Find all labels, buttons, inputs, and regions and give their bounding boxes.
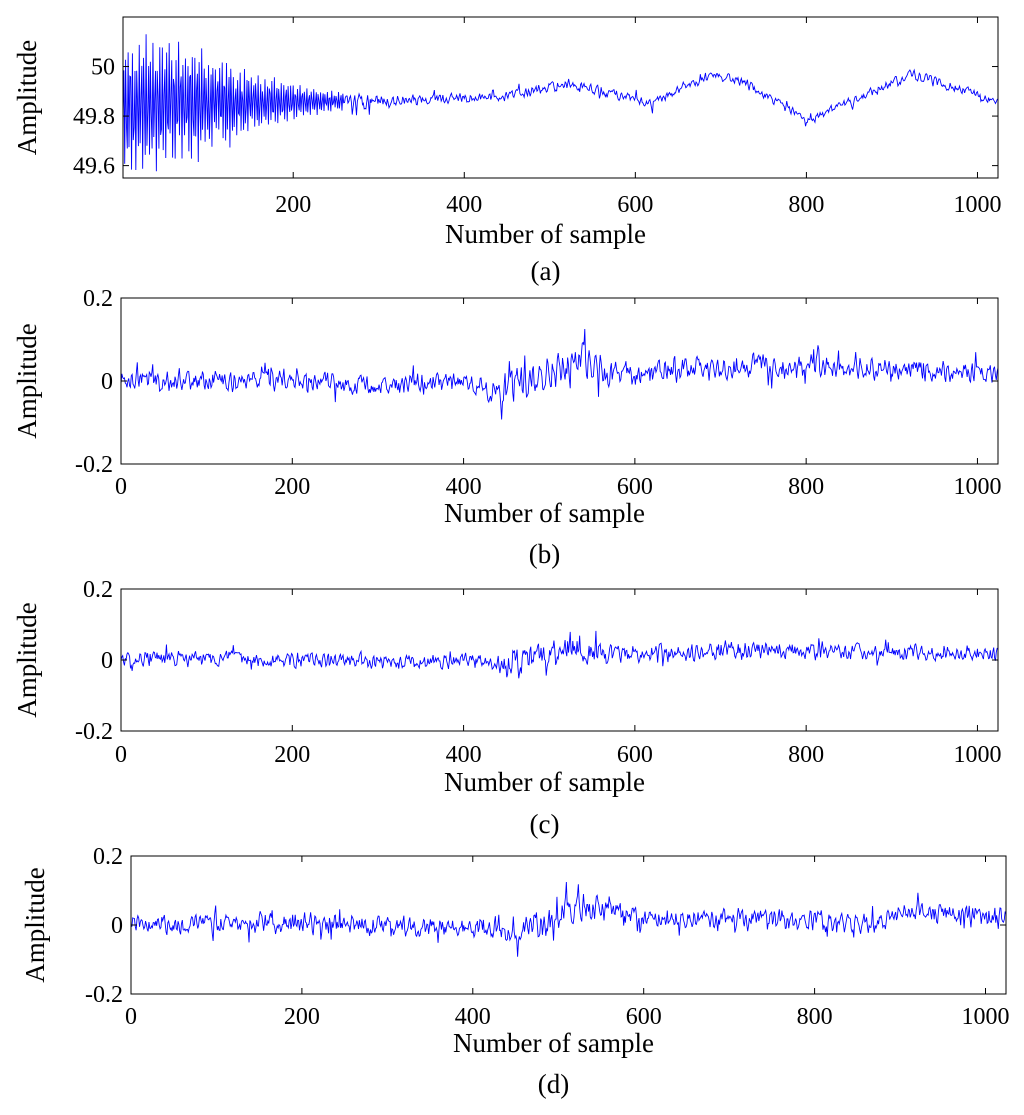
x-tick-label: 200 — [274, 474, 310, 500]
x-tick-label: 0 — [115, 742, 127, 768]
y-tick-label: 50 — [91, 55, 115, 81]
x-tick-label: 1000 — [961, 1004, 1009, 1030]
signal-trace — [121, 329, 998, 420]
x-axis-label: Number of sample — [445, 219, 646, 249]
y-axis-label: Amplitude — [12, 602, 42, 718]
y-axis-label: Amplitude — [20, 867, 50, 983]
x-tick-label: 200 — [274, 742, 310, 768]
y-tick-label: -0.2 — [75, 719, 113, 745]
panel-caption: (a) — [531, 256, 561, 286]
x-axis-label: Number of sample — [444, 767, 645, 797]
x-tick-label: 800 — [788, 742, 824, 768]
y-axis-label: Amplitude — [12, 40, 42, 156]
x-tick-label: 600 — [617, 192, 653, 218]
x-tick-label: 800 — [797, 1004, 833, 1030]
x-tick-label: 400 — [446, 742, 482, 768]
y-tick-label: 0.2 — [83, 577, 113, 603]
panel-caption: (b) — [529, 539, 560, 569]
x-tick-label: 0 — [125, 1004, 137, 1030]
x-tick-label: 1000 — [953, 474, 1001, 500]
y-tick-label: 0 — [101, 648, 113, 674]
y-tick-label: 49.6 — [73, 154, 115, 180]
x-axis-label: Number of sample — [453, 1028, 654, 1058]
y-tick-label: -0.2 — [75, 452, 113, 478]
x-tick-label: 0 — [115, 474, 127, 500]
axes-box — [120, 588, 999, 732]
y-tick-label: 0.2 — [83, 286, 113, 312]
x-tick-label: 1000 — [953, 192, 1001, 218]
x-tick-label: 800 — [788, 192, 824, 218]
signal-trace — [123, 34, 998, 172]
panel-caption: (d) — [538, 1069, 569, 1099]
x-tick-label: 1000 — [953, 742, 1001, 768]
y-tick-label: 0 — [111, 913, 123, 939]
x-tick-label: 400 — [446, 192, 482, 218]
axes-box — [130, 855, 1007, 995]
signal-trace — [131, 881, 1006, 957]
x-tick-label: 200 — [284, 1004, 320, 1030]
y-tick-label: -0.2 — [85, 982, 123, 1008]
signal-trace — [121, 630, 998, 679]
x-tick-label: 800 — [788, 474, 824, 500]
x-tick-label: 600 — [617, 474, 653, 500]
x-tick-label: 400 — [446, 474, 482, 500]
x-tick-label: 200 — [275, 192, 311, 218]
y-tick-label: 0 — [101, 369, 113, 395]
x-tick-label: 600 — [617, 742, 653, 768]
x-axis-label: Number of sample — [444, 498, 645, 528]
y-axis-label: Amplitude — [12, 323, 42, 439]
x-tick-label: 600 — [626, 1004, 662, 1030]
x-tick-label: 400 — [455, 1004, 491, 1030]
y-tick-label: 49.8 — [73, 104, 115, 130]
chart-panel-a: 200 400 600 800 1000 49.6 49.8 50 Number of samp… — [12, 16, 1001, 286]
axes-box — [122, 16, 999, 179]
axes-box — [120, 297, 999, 465]
y-tick-label: 0.2 — [93, 844, 123, 870]
panel-caption: (c) — [530, 809, 560, 839]
